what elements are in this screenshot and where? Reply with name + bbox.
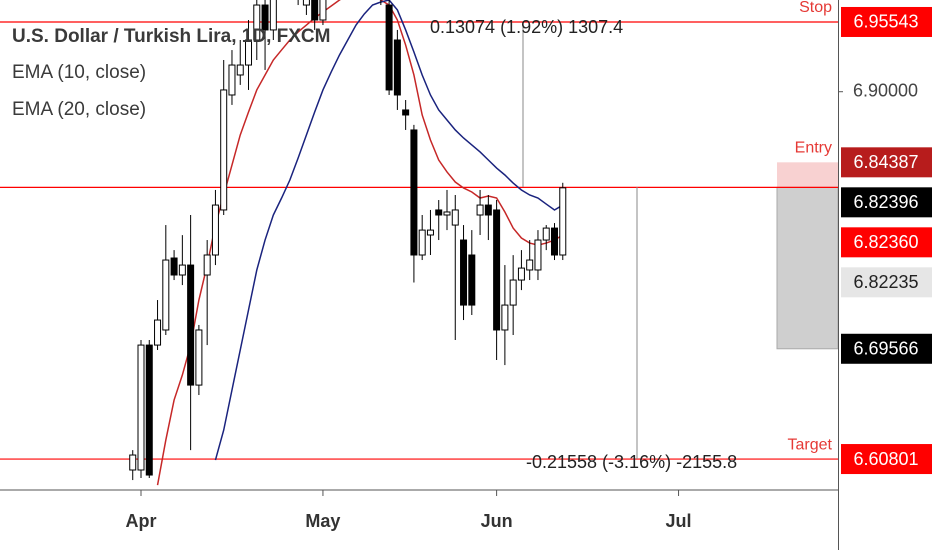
level-name: Target [788, 436, 833, 453]
candle-body [187, 264, 195, 386]
candle-body [129, 454, 137, 471]
measure-label: -0.21558 (-3.16%) -2155.8 [526, 452, 737, 472]
candle-body [484, 204, 492, 216]
candle-body [410, 129, 418, 256]
candle-body [526, 259, 534, 271]
x-tick-label: Apr [126, 511, 157, 531]
candle-body [137, 344, 145, 471]
position-profit-zone [777, 162, 838, 188]
candle-body [203, 254, 211, 276]
x-tick-label: Jun [481, 511, 513, 531]
price-label: 6.95543 [853, 12, 918, 32]
ema-line [214, 0, 564, 461]
candle-body [154, 319, 162, 346]
candle-body [162, 259, 170, 331]
price-label: 6.84387 [853, 152, 918, 172]
candle-body [418, 229, 426, 256]
candle-body [493, 209, 501, 331]
candle-body [451, 209, 459, 226]
candle-body [195, 329, 203, 386]
candle-body [269, 0, 277, 31]
candle-body [228, 64, 236, 96]
price-label: 6.82235 [853, 272, 918, 292]
candle-body [393, 39, 401, 96]
x-tick-label: May [305, 511, 340, 531]
price-label-box [841, 147, 932, 178]
price-label: 6.60801 [853, 449, 918, 469]
x-tick-label: Jul [666, 511, 692, 531]
candle-body [236, 64, 244, 76]
candle-body [517, 267, 525, 281]
price-label-box [841, 6, 932, 37]
level-name: Entry [795, 140, 832, 157]
price-label: 6.82360 [853, 232, 918, 252]
price-label-box [841, 267, 932, 298]
indicator-legend: EMA (20, close) [12, 99, 146, 120]
candle-body [476, 204, 484, 216]
y-tick-label: 6.90000 [853, 80, 918, 100]
candle-body [220, 89, 228, 211]
candle-body [145, 344, 153, 476]
position-range-zone [776, 186, 838, 350]
candle-body [253, 4, 261, 41]
candle-body [509, 279, 517, 306]
price-label-box [841, 444, 932, 475]
candle-body [261, 4, 269, 31]
candle-body [211, 204, 219, 256]
plot-area [0, 0, 838, 486]
candle-body [311, 0, 319, 21]
price-label: 6.69566 [853, 339, 918, 359]
candle-body [245, 39, 253, 66]
price-label-box [841, 187, 932, 218]
candle-body [170, 257, 178, 276]
candle-body [468, 254, 476, 306]
candle-body [385, 4, 393, 91]
measure-label: 0.13074 (1.92%) 1307.4 [430, 17, 623, 37]
candle-body [559, 187, 567, 256]
price-label-box [841, 227, 932, 258]
candle-body [402, 109, 410, 116]
candle-body [551, 227, 559, 256]
candle-body [435, 209, 443, 216]
indicator-legend: EMA (10, close) [12, 62, 146, 83]
candle-body [501, 304, 509, 331]
candle-body [460, 239, 468, 306]
candle-body [534, 239, 542, 271]
price-label: 6.82396 [853, 192, 918, 212]
candle-body [542, 227, 550, 241]
price-label-box [841, 333, 932, 364]
candle-body [302, 0, 310, 6]
candle-body [426, 229, 434, 236]
chart-title: U.S. Dollar / Turkish Lira, 1D, FXCM [12, 26, 330, 47]
level-name: Stop [799, 0, 832, 16]
candle-body [443, 211, 451, 216]
candle-body [319, 0, 327, 21]
candle-body [178, 264, 186, 276]
